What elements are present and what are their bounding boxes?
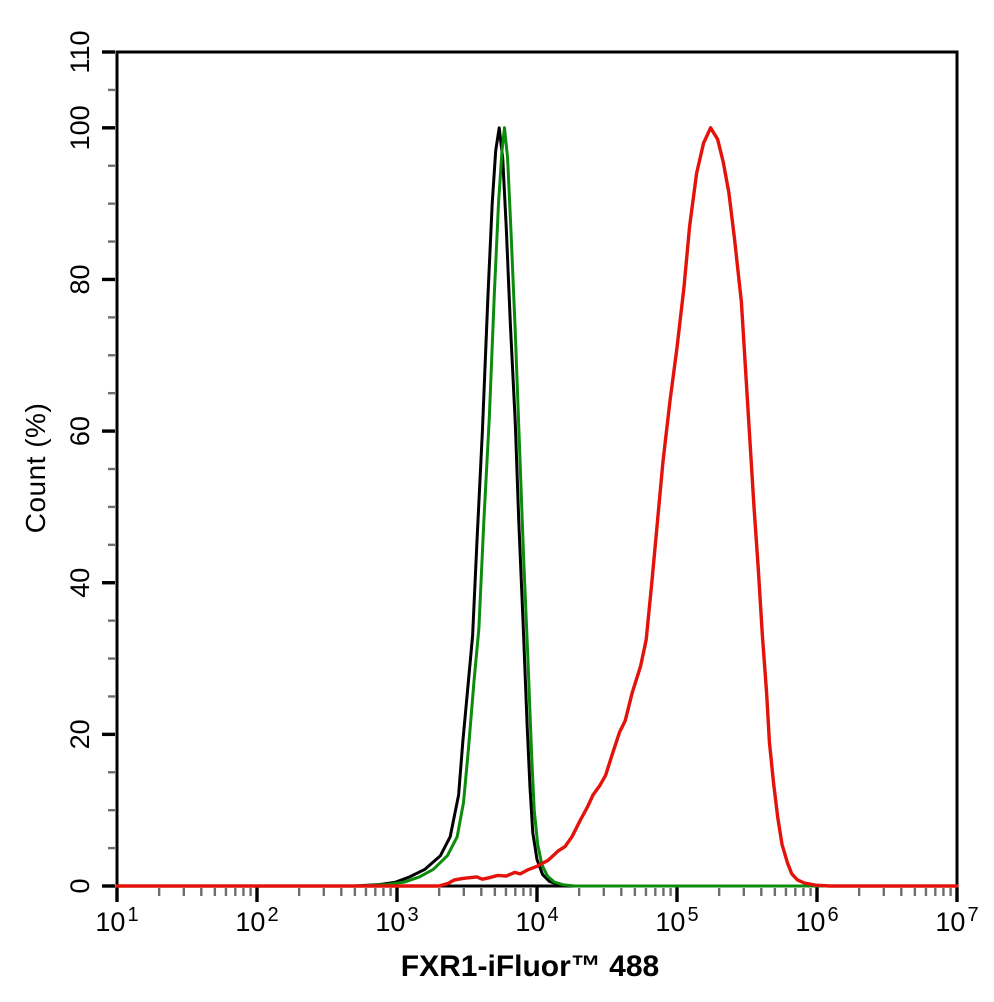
histogram-green-curve-control	[115, 126, 959, 888]
y-tick-label: 60	[65, 416, 95, 446]
x-axis-title: FXR1-iFluor™ 488	[400, 950, 660, 983]
y-tick-label: 20	[65, 719, 95, 749]
y-tick-label: 80	[65, 264, 95, 294]
x-tick-label: 10 4	[515, 904, 558, 937]
plot-frame	[115, 50, 959, 888]
histogram-red-curve-stained	[115, 126, 959, 888]
y-tick-label: 40	[65, 568, 95, 598]
x-tick-label: 10 7	[935, 904, 978, 937]
y-tick-label: 100	[65, 105, 95, 150]
y-axis-title: Count (%)	[20, 402, 51, 534]
x-tick-label: 10 3	[375, 904, 418, 937]
x-tick-label: 10 6	[795, 904, 838, 937]
x-tick-label: 10 5	[655, 904, 698, 937]
histogram-black-curve-control	[115, 126, 959, 888]
y-tick-label: 110	[65, 30, 95, 73]
x-tick-label: 10 2	[235, 904, 278, 937]
x-tick-label: 10 1	[95, 904, 138, 937]
y-tick-label: 0	[65, 878, 95, 893]
